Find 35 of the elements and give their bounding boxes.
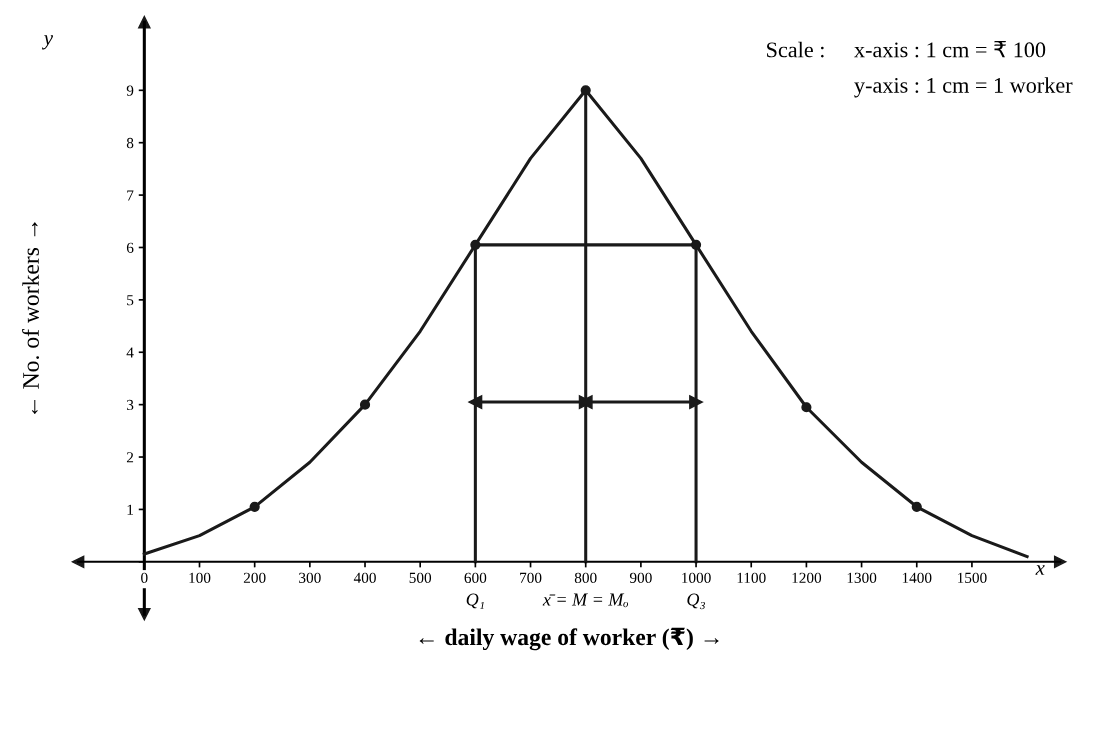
y-tick-label: 1: [127, 504, 133, 515]
annotation: x-axis : 1 cm = ₹ 100: [854, 40, 1046, 58]
y-tick-label: 7: [127, 190, 134, 201]
x-tick-label: 1300: [847, 572, 877, 583]
x-tick-label: 700: [520, 572, 542, 583]
y-tick-label: 3: [127, 399, 134, 411]
x-tick-label: 600: [464, 572, 487, 583]
text: y: [42, 35, 54, 50]
x-tick-label: 1000: [682, 572, 711, 583]
annotation: x: [1035, 565, 1045, 575]
x-tick-label: 400: [353, 572, 376, 583]
annotation: y-axis : 1 cm = 1 worker: [854, 77, 1073, 98]
annotation: Scale :: [767, 41, 824, 58]
x-tick-label: 1500: [957, 572, 987, 583]
annotation: Q₁: [466, 593, 484, 610]
x-tick-label: 1100: [737, 572, 766, 583]
x-tick-label: 800: [574, 572, 597, 583]
x-tick-label: 100: [189, 572, 211, 583]
y-tick-label: 8: [126, 137, 134, 149]
x-tick-label: 500: [409, 572, 432, 583]
x-axis-title: ← daily wage of worker (₹) →: [419, 627, 719, 651]
x-tick-label: 900: [629, 572, 652, 583]
x-tick-label: 300: [299, 572, 321, 583]
x-tick-label: 200: [243, 572, 266, 583]
y-tick-label: 6: [126, 242, 134, 253]
x-tick-label: 0: [141, 572, 148, 583]
y-tick-label: 4: [126, 347, 134, 358]
y-tick-label: 9: [126, 85, 134, 96]
annotation: x̄ = M = Mₒ: [542, 593, 629, 608]
annotation: Q₃: [687, 593, 705, 610]
y-tick-label: 5: [127, 295, 134, 306]
x-tick-label: 1400: [902, 572, 932, 583]
x-tick-label: 1200: [792, 572, 822, 583]
y-tick-label: 2: [126, 452, 134, 463]
y-axis-title: ← No. of workers →: [22, 222, 40, 415]
